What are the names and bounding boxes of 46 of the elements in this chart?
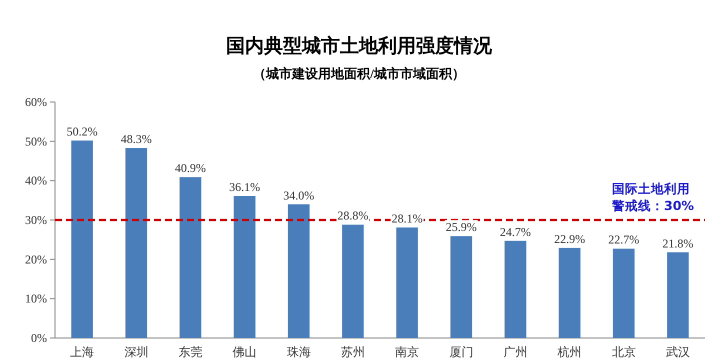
ref-line-label: 国际土地利用警戒线：30% <box>611 181 694 213</box>
x-tick-label: 北京 <box>612 345 636 359</box>
x-tick-label: 深圳 <box>124 345 148 359</box>
bar <box>288 204 310 338</box>
bar <box>450 236 472 338</box>
bar <box>180 177 202 338</box>
data-label: 25.9% <box>446 220 477 234</box>
x-tick-label: 南京 <box>395 345 420 359</box>
bar <box>125 148 148 338</box>
bar <box>667 252 689 338</box>
data-label: 22.9% <box>554 232 586 246</box>
data-label: 36.1% <box>229 180 260 194</box>
x-tick-label: 东莞 <box>178 345 202 359</box>
bar <box>612 248 635 338</box>
y-tick-label: 30% <box>25 213 47 227</box>
x-tick-label: 珠海 <box>286 345 311 359</box>
data-label: 22.7% <box>608 232 640 247</box>
y-tick-label: 20% <box>25 252 47 266</box>
data-label: 50.2% <box>66 124 98 139</box>
data-label: 28.8% <box>337 208 368 223</box>
x-tick-label: 广州 <box>503 345 528 359</box>
chart-title: 国内典型城市土地利用强度情况 <box>226 35 493 57</box>
bar <box>504 240 526 338</box>
x-tick-label: 上海 <box>70 345 94 359</box>
y-tick-label: 10% <box>25 292 47 306</box>
data-label: 21.8% <box>662 236 694 250</box>
data-label: 24.7% <box>500 224 531 239</box>
y-tick-label: 60% <box>25 95 47 109</box>
x-tick-label: 厦门 <box>449 345 474 359</box>
x-tick-label: 杭州 <box>556 345 582 359</box>
x-tick-label: 武汉 <box>666 345 690 359</box>
bar <box>71 140 93 338</box>
y-tick-label: 50% <box>25 134 47 148</box>
x-tick-label: 佛山 <box>232 345 257 359</box>
bar <box>558 248 580 338</box>
bar <box>396 227 418 338</box>
data-label: 28.1% <box>392 211 423 226</box>
data-label: 48.3% <box>120 132 152 146</box>
data-label: 34.0% <box>283 188 314 202</box>
y-tick-label: 0% <box>31 331 47 345</box>
bar <box>234 196 256 338</box>
chart-subtitle: （城市建设用地面积/城市市域面积） <box>253 66 465 81</box>
y-tick-label: 40% <box>25 174 47 188</box>
data-label: 40.9% <box>174 161 206 176</box>
bar <box>342 224 364 338</box>
x-tick-label: 苏州 <box>340 345 365 359</box>
